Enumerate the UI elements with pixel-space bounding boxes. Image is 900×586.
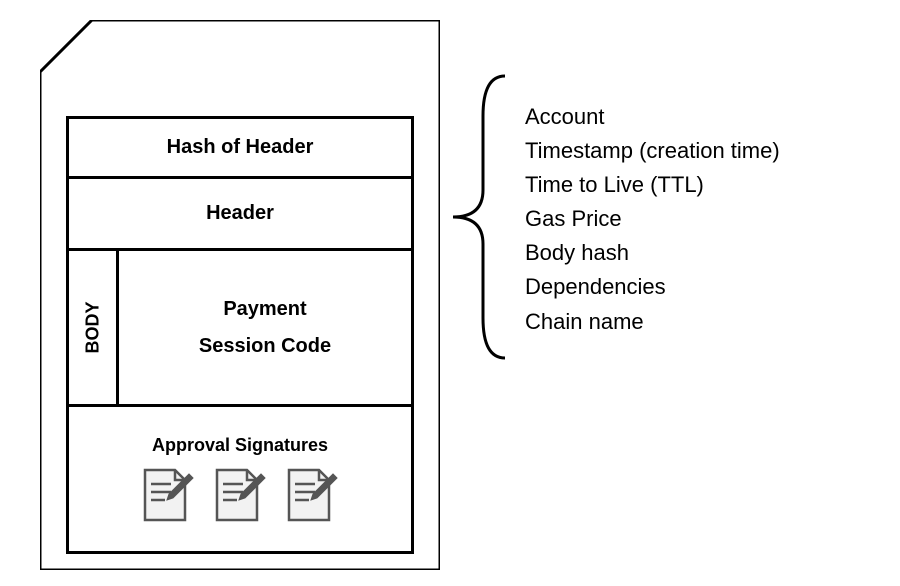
signature-doc-icon <box>211 466 269 524</box>
approval-signatures-title: Approval Signatures <box>152 435 328 456</box>
signature-doc-icon <box>139 466 197 524</box>
header-label: Header <box>206 202 274 225</box>
header-field-item: Account <box>525 100 780 134</box>
header-field-item: Gas Price <box>525 202 780 236</box>
header-field-item: Time to Live (TTL) <box>525 168 780 202</box>
payment-label: Payment <box>223 298 306 321</box>
header-field-item: Body hash <box>525 236 780 270</box>
header-row: Header <box>69 179 411 251</box>
session-code-label: Session Code <box>199 335 331 358</box>
header-field-item: Chain name <box>525 305 780 339</box>
inner-box: Hash of Header Header BODY Payment Sessi… <box>66 116 414 554</box>
body-content: Payment Session Code <box>119 251 411 404</box>
curly-brace <box>445 72 515 362</box>
hash-of-header-row: Hash of Header <box>69 119 411 179</box>
body-side-label: BODY <box>82 301 103 353</box>
header-field-item: Timestamp (creation time) <box>525 134 780 168</box>
hash-of-header-label: Hash of Header <box>167 136 314 159</box>
header-fields-list: Account Timestamp (creation time) Time t… <box>525 100 780 339</box>
document-container: Hash of Header Header BODY Payment Sessi… <box>40 20 440 570</box>
header-field-item: Dependencies <box>525 270 780 304</box>
body-side-cell: BODY <box>69 251 119 404</box>
signature-icons <box>139 466 341 524</box>
approval-row: Approval Signatures <box>69 407 411 551</box>
signature-doc-icon <box>283 466 341 524</box>
body-row: BODY Payment Session Code <box>69 251 411 407</box>
